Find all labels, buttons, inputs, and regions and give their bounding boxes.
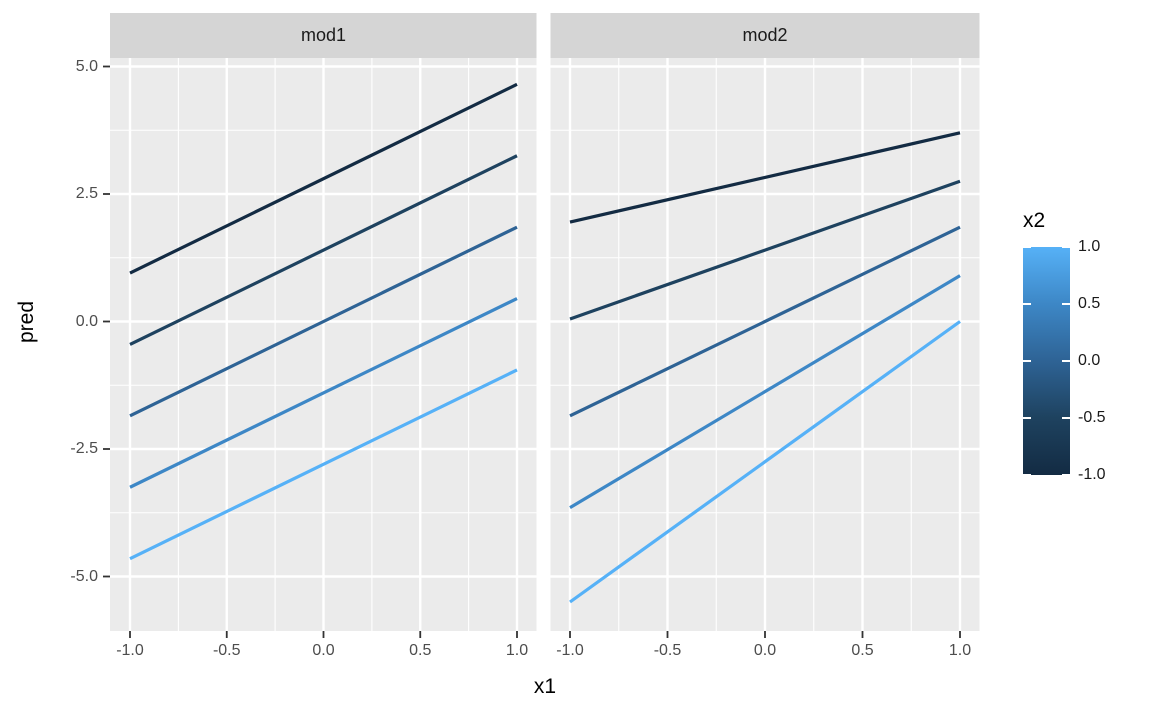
legend-tick-label: 1.0 — [1078, 238, 1101, 255]
legend-tick-label: -1.0 — [1078, 466, 1106, 483]
colorbar-tick — [1062, 417, 1070, 419]
prediction-line — [569, 320, 961, 604]
facet-strip — [110, 13, 537, 58]
colorbar-tick — [1062, 474, 1070, 475]
x-axis-tick-label: -1.0 — [556, 642, 584, 659]
prediction-line — [569, 225, 961, 418]
legend-tick-label: -0.5 — [1078, 409, 1106, 426]
y-axis-tick-label: -2.5 — [70, 440, 98, 457]
x-axis-tick-label: -0.5 — [653, 642, 682, 659]
legend-tick-label: 0.5 — [1078, 295, 1101, 312]
prediction-line — [129, 297, 518, 489]
x-axis-tick-label: 1.0 — [505, 642, 529, 659]
legend-title: x2 — [1023, 209, 1046, 232]
colorbar-tick — [1023, 360, 1031, 362]
colorbar-tick — [1023, 247, 1031, 248]
y-axis-tick-label: 2.5 — [75, 185, 98, 202]
legend-colorbar-gradient — [1023, 247, 1070, 475]
y-axis-title: pred — [15, 300, 38, 344]
prediction-line — [129, 368, 518, 561]
x-axis-tick-label: 0.5 — [851, 642, 874, 659]
x-axis-tick-label: -0.5 — [212, 642, 241, 659]
colorbar-tick — [1062, 360, 1070, 362]
x-axis-tick-label: 0.0 — [312, 642, 335, 659]
y-axis-tick-label: 0.0 — [75, 312, 98, 330]
prediction-line — [569, 179, 961, 321]
y-axis-tick-label: -5.0 — [70, 567, 98, 585]
colorbar-tick — [1023, 303, 1031, 305]
facet-strip-label-mod2: mod2 — [742, 25, 788, 45]
prediction-line — [129, 225, 518, 418]
prediction-line — [569, 131, 961, 224]
colorbar-tick — [1062, 303, 1070, 305]
x-axis-tick-label: 0.0 — [753, 642, 777, 659]
colorbar-tick — [1023, 417, 1031, 419]
colorbar-tick — [1062, 247, 1070, 248]
colorbar-tick — [1023, 474, 1031, 475]
facet-strip-label-mod1: mod1 — [300, 25, 347, 45]
y-axis-tick-label: 5.0 — [75, 57, 98, 75]
facet-strip — [550, 13, 980, 58]
prediction-line — [569, 274, 961, 510]
legend-tick-label: 0.0 — [1078, 352, 1101, 369]
prediction-line — [129, 82, 518, 275]
prediction-line — [129, 154, 518, 346]
x-axis-tick-label: 0.5 — [409, 642, 432, 659]
x-axis-tick-label: -1.0 — [116, 642, 144, 659]
x-axis-title: x1 — [533, 675, 557, 698]
x-axis-tick-label: 1.0 — [948, 642, 972, 659]
